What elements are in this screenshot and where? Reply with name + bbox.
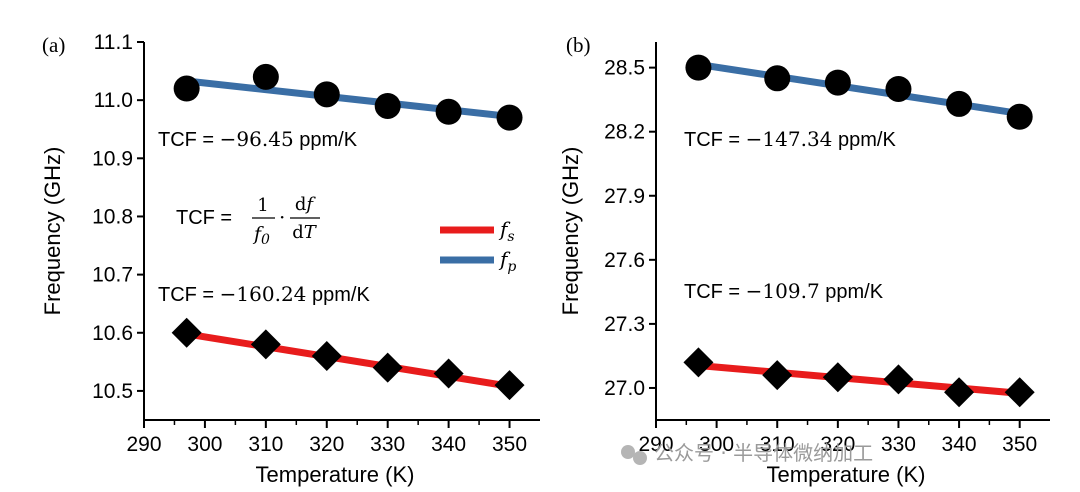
svg-text:1: 1 (257, 195, 268, 216)
data-point-fs (311, 341, 342, 372)
x-tick-label: 320 (309, 433, 344, 456)
data-point-fs (171, 317, 202, 348)
panel-a: (a) 10.5 10.6 10.7 10.8 10.9 11.0 11.1 290 300 3… (40, 31, 540, 487)
y-tick-label: 28.5 (604, 57, 645, 80)
data-point-fp (1006, 103, 1033, 130)
y-tick-label: 27.6 (604, 249, 645, 272)
data-point-fp (313, 81, 340, 108)
fit-line-fs (698, 362, 1020, 397)
y-tick-label: 27.9 (604, 185, 645, 208)
panel-b-tcf-fs: TCF = −109.7 ppm/K (684, 279, 884, 303)
panel-b-x-axis-title: Temperature (K) (767, 462, 926, 487)
legend-fs-label: fs (498, 217, 515, 245)
panel-b-label: (b) (566, 33, 591, 57)
panel-a-tcf-formula: TCF = 1 f0 · df dT (176, 194, 320, 248)
data-point-fp (435, 98, 462, 125)
x-tick-label: 290 (638, 433, 673, 456)
panel-a-label: (a) (42, 33, 65, 57)
x-tick-label: 310 (248, 433, 283, 456)
panel-b-y-axis-title: Frequency (GHz) (558, 147, 583, 316)
x-tick-label: 300 (699, 433, 734, 456)
panel-b-tcf-fp: TCF = −147.34 ppm/K (684, 127, 896, 151)
watermark: 公众号 · 半导体微纳加工 (621, 441, 873, 465)
x-tick-label: 340 (942, 433, 977, 456)
x-tick-label: 320 (820, 433, 855, 456)
data-point-fp (764, 65, 791, 92)
y-tick-label: 10.5 (92, 380, 133, 403)
panel-a-legend: fs fp (440, 217, 516, 275)
panel-b-y-ticks: 27.0 27.3 27.6 27.9 28.2 28.5 (604, 57, 656, 400)
data-point-fs (372, 352, 403, 383)
x-tick-label: 350 (1002, 433, 1037, 456)
svg-text:df: df (295, 194, 317, 215)
data-point-fp (946, 90, 973, 117)
data-point-fs (762, 360, 793, 391)
svg-text:·: · (279, 205, 285, 229)
data-point-fs (883, 364, 914, 395)
data-point-fs (433, 358, 464, 389)
x-tick-label: 310 (760, 433, 795, 456)
fit-line-fs (186, 330, 511, 390)
data-point-fs (250, 329, 281, 360)
data-point-fs (944, 377, 975, 408)
data-point-fs (494, 370, 525, 401)
data-point-fp (824, 69, 851, 96)
x-tick-label: 330 (881, 433, 916, 456)
y-tick-label: 11.0 (94, 89, 133, 112)
panel-a-x-ticks: 290 300 310 320 330 340 350 (126, 420, 527, 456)
x-tick-label: 340 (431, 433, 466, 456)
data-point-fs (822, 362, 853, 393)
panel-b-x-ticks: 290 300 310 320 330 340 350 (638, 420, 1037, 456)
data-point-fp (173, 75, 200, 102)
svg-text:dT: dT (292, 222, 318, 243)
data-point-fp (885, 75, 912, 102)
data-point-fp (496, 104, 523, 131)
y-tick-label: 10.6 (92, 322, 133, 345)
panel-a-tcf-fp: TCF = −96.45 ppm/K (158, 127, 358, 151)
data-point-fs (1004, 377, 1035, 408)
svg-text:f0: f0 (252, 223, 270, 248)
x-tick-label: 300 (187, 433, 222, 456)
x-tick-label: 350 (492, 433, 527, 456)
watermark-text: 公众号 · 半导体微纳加工 (654, 441, 873, 465)
panel-a-markers (171, 63, 525, 401)
y-tick-label: 28.2 (604, 121, 645, 144)
panel-a-y-axis-title: Frequency (GHz) (40, 147, 65, 316)
panel-b-plot-frame (655, 42, 1050, 421)
data-point-fs (683, 347, 714, 378)
y-tick-label: 27.0 (604, 377, 645, 400)
y-tick-label: 10.8 (92, 205, 133, 228)
y-tick-label: 11.1 (94, 31, 133, 54)
x-tick-label: 330 (370, 433, 405, 456)
svg-text:TCF =: TCF = (176, 207, 232, 229)
data-point-fp (374, 92, 401, 119)
panel-b-fit-lines (697, 60, 1021, 397)
panel-a-y-ticks: 10.5 10.6 10.7 10.8 10.9 11.0 11.1 (92, 31, 144, 403)
x-tick-label: 290 (126, 433, 161, 456)
panel-a-x-axis-title: Temperature (K) (256, 462, 415, 487)
panel-b-markers (683, 54, 1035, 408)
panel-a-plot-frame (143, 42, 540, 421)
data-point-fp (252, 63, 279, 90)
y-tick-label: 27.3 (604, 313, 645, 336)
data-point-fp (685, 54, 712, 81)
legend-fp-label: fp (498, 247, 516, 275)
y-tick-label: 10.9 (92, 147, 133, 170)
panel-a-tcf-fs: TCF = −160.24 ppm/K (158, 282, 370, 306)
panel-b: (b) 27.0 27.3 27.6 27.9 28.2 28.5 290 300 310 32… (558, 33, 1050, 487)
y-tick-label: 10.7 (92, 264, 133, 287)
